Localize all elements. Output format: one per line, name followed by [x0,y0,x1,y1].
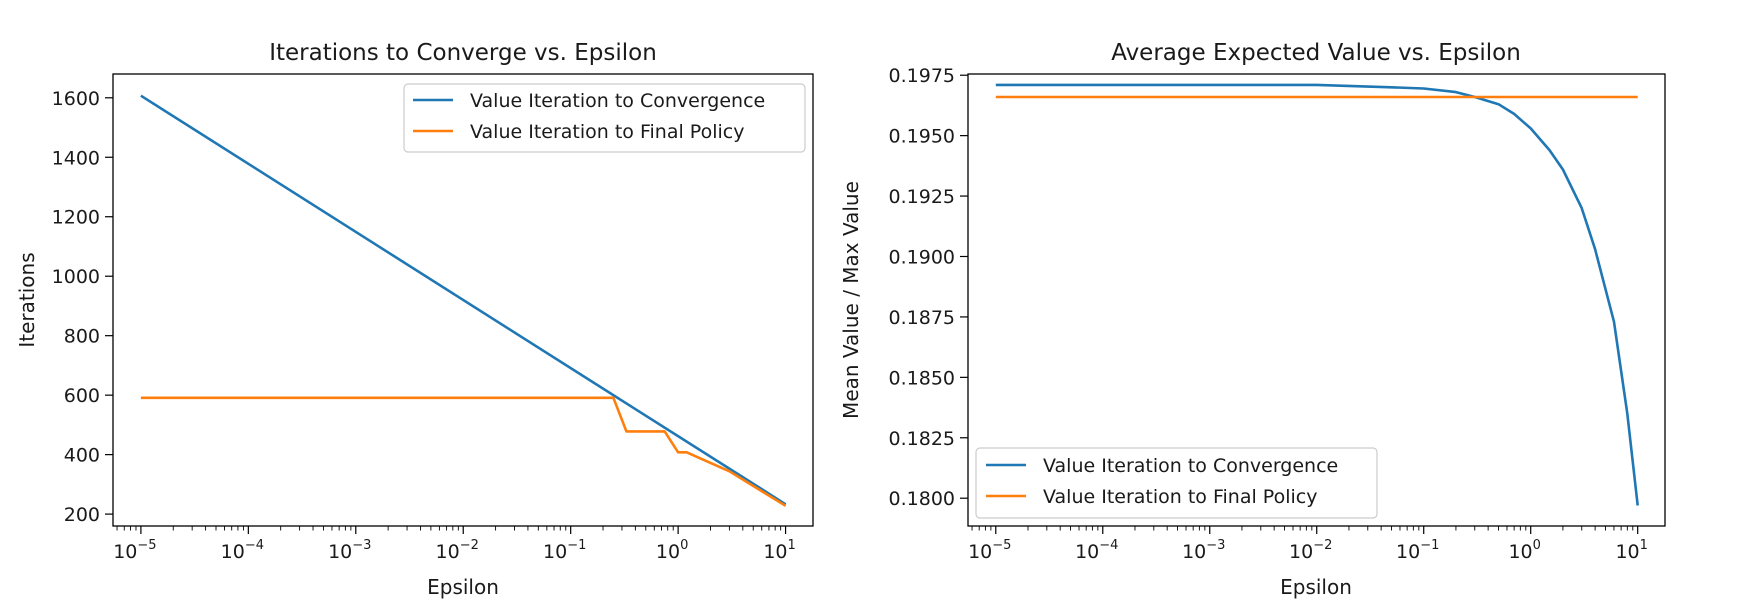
y-ticks: 200 400 600 800 1000 1200 1400 1600 [52,88,113,526]
x-axis-label: Epsilon [427,575,499,599]
series-lines [140,94,787,507]
x-tick-exponent: −4 [245,538,264,553]
y-tick-label: 0.1800 [889,488,955,510]
y-tick-label: 0.1875 [889,307,955,329]
y-axis-label: Iterations [15,252,39,347]
x-tick-exponent: −5 [992,538,1011,553]
x-tick-label: 10−3 [328,538,371,563]
x-tick-exponent: 0 [680,538,688,553]
y-tick-label: 1000 [52,266,100,288]
x-tick-exponent: −3 [1206,538,1225,553]
x-tick-label: 10−5 [968,538,1011,563]
x-ticks: 10−5 10−4 10−3 10−2 10−1 100 101 [113,526,796,563]
legend-label-convergence: Value Iteration to Convergence [1043,455,1338,477]
x-tick-exponent: −2 [460,538,479,553]
x-tick-exponent: −4 [1099,538,1118,553]
x-ticks: 10−5 10−4 10−3 10−2 10−1 100 101 [968,526,1648,563]
x-tick-exponent: 0 [1533,538,1541,553]
y-tick-label: 0.1925 [889,186,955,208]
y-tick-label: 0.1975 [889,65,955,87]
legend: Value Iteration to Convergence Value Ite… [975,447,1378,519]
y-tick-label: 200 [64,504,100,526]
x-tick-label: 10−2 [436,538,479,563]
legend-label-final-policy: Value Iteration to Final Policy [470,121,744,143]
x-tick-exponent: −2 [1313,538,1332,553]
y-tick-label: 800 [64,326,100,348]
y-tick-label: 0.1850 [889,367,955,389]
x-tick-label: 10−1 [1396,538,1439,563]
y-tick-label: 1400 [52,147,100,169]
x-tick-label: 10−3 [1182,538,1225,563]
x-tick-exponent: −5 [137,538,156,553]
chart-expected-value: Average Expected Value vs. Epsilon Epsil… [839,40,1666,599]
series-line-convergence [140,94,787,506]
series-line-final-policy [140,396,787,507]
x-tick-exponent: 1 [788,538,796,553]
x-tick-label: 101 [1615,538,1647,563]
x-tick-label: 10−4 [1075,538,1118,563]
x-tick-label: 10−2 [1289,538,1332,563]
y-axis-label: Mean Value / Max Value [839,181,863,419]
x-tick-exponent: −3 [352,538,371,553]
x-tick-label: 100 [656,538,688,563]
series-lines [995,83,1639,506]
y-tick-label: 0.1825 [889,428,955,450]
x-tick-label: 100 [1508,538,1540,563]
y-tick-label: 1200 [52,207,100,229]
chart-iterations: Iterations to Converge vs. Epsilon Epsil… [15,40,814,599]
x-axis-label: Epsilon [1280,575,1352,599]
chart-title: Average Expected Value vs. Epsilon [1111,40,1521,66]
x-tick-label: 101 [763,538,795,563]
legend-box [403,83,806,153]
y-tick-label: 0.1950 [889,126,955,148]
y-tick-label: 600 [64,385,100,407]
x-tick-exponent: −1 [1420,538,1439,553]
y-tick-label: 0.1900 [889,246,955,268]
x-tick-label: 10−1 [543,538,586,563]
legend-label-convergence: Value Iteration to Convergence [470,90,765,112]
x-tick-label: 10−4 [221,538,264,563]
chart-title: Iterations to Converge vs. Epsilon [269,40,657,66]
x-tick-label: 10−5 [113,538,156,563]
legend: Value Iteration to Convergence Value Ite… [403,83,806,153]
legend-label-final-policy: Value Iteration to Final Policy [1043,486,1317,508]
x-tick-exponent: −1 [567,538,586,553]
x-tick-exponent: 1 [1640,538,1648,553]
y-ticks: 0.1800 0.1825 0.1850 0.1875 0.1900 0.1925 0.19… [889,65,968,510]
y-tick-label: 400 [64,445,100,467]
y-tick-label: 1600 [52,88,100,110]
series-line-convergence [995,83,1639,506]
legend-box [975,447,1378,519]
